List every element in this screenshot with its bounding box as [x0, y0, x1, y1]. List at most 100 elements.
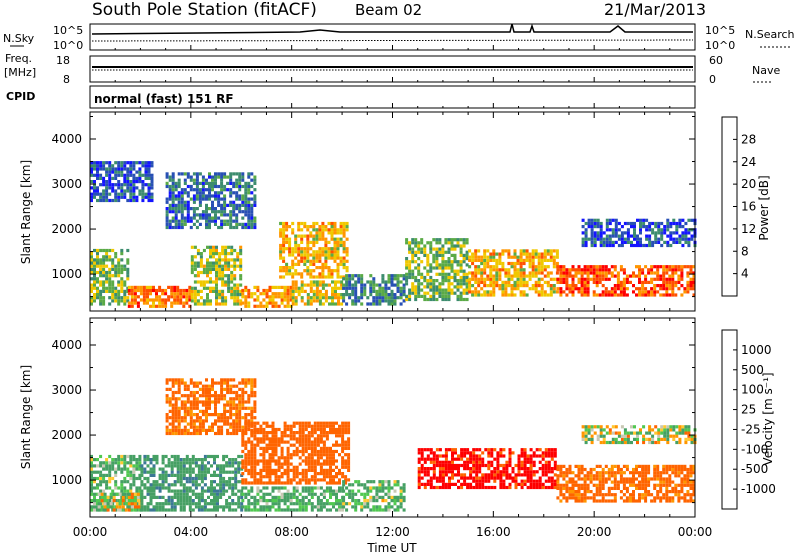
- power-echo-cell: [605, 234, 609, 238]
- power-echo-cell: [546, 249, 550, 253]
- velocity-echo-cell: [271, 456, 275, 460]
- velocity-echo-cell: [307, 468, 311, 472]
- velocity-echo-cell: [344, 465, 348, 469]
- velocity-echo-cell: [253, 472, 257, 476]
- velocity-echo-cell: [195, 406, 199, 410]
- velocity-echo-cell: [256, 440, 260, 444]
- velocity-echo-cell: [417, 482, 421, 486]
- power-echo-cell: [534, 265, 538, 269]
- power-echo-cell: [117, 302, 121, 306]
- power-echo-cell: [120, 283, 124, 287]
- power-echo-cell: [657, 231, 661, 235]
- power-echo-cell: [291, 283, 295, 287]
- velocity-echo-cell: [432, 460, 436, 464]
- power-echo-cell: [90, 296, 93, 300]
- power-echo-cell: [537, 265, 541, 269]
- power-echo-cell: [589, 277, 593, 281]
- power-echo-cell: [559, 274, 563, 278]
- power-echo-cell: [592, 268, 596, 272]
- velocity-echo-cell: [250, 428, 254, 432]
- power-echo-cell: [206, 302, 209, 306]
- velocity-echo-cell: [354, 502, 358, 506]
- power-echo-cell: [552, 277, 556, 281]
- power-echo-cell: [556, 287, 560, 291]
- velocity-echo-cell: [262, 421, 266, 425]
- power-echo-cell: [459, 294, 463, 298]
- power-echo-cell: [126, 189, 130, 193]
- velocity-echo-cell: [423, 473, 427, 477]
- power-echo-cell: [414, 241, 418, 245]
- power-echo-cell: [513, 261, 517, 266]
- velocity-echo-cell: [96, 464, 99, 468]
- power-echo-cell: [280, 301, 284, 305]
- power-echo-cell: [321, 250, 325, 254]
- power-echo-cell: [102, 195, 106, 199]
- power-echo-cell: [129, 173, 133, 177]
- velocity-echo-cell: [268, 453, 272, 457]
- velocity-echo-cell: [167, 502, 171, 506]
- velocity-echo-cell: [211, 381, 214, 385]
- power-echo-cell: [312, 256, 316, 260]
- power-echo-cell: [247, 197, 251, 201]
- power-echo-cell: [336, 247, 340, 251]
- power-echo-cell: [568, 274, 572, 278]
- velocity-echo-cell: [176, 458, 180, 462]
- velocity-echo-cell: [298, 481, 302, 485]
- power-echo-cell: [233, 258, 237, 262]
- power-echo-cell: [450, 263, 454, 267]
- power-echo-cell: [108, 274, 112, 278]
- power-echo-cell: [587, 221, 591, 226]
- power-echo-cell: [179, 301, 183, 305]
- velocity-echo-cell: [180, 416, 184, 420]
- power-echo-cell: [179, 292, 183, 296]
- velocity-echo-cell: [231, 458, 235, 462]
- velocity-echo-cell: [117, 454, 121, 459]
- velocity-echo-cell: [342, 483, 346, 487]
- power-echo-cell: [327, 250, 331, 254]
- power-echo-cell: [215, 267, 218, 271]
- power-echo-cell: [659, 277, 663, 281]
- velocity-echo-cell: [247, 468, 251, 472]
- power-echo-cell: [220, 225, 224, 230]
- velocity-echo-cell: [372, 508, 376, 512]
- velocity-echo-cell: [292, 508, 296, 512]
- velocity-echo-cell: [250, 416, 254, 420]
- velocity-echo-cell: [168, 409, 172, 413]
- power-echo-cell: [294, 262, 298, 266]
- power-echo-cell: [282, 256, 286, 260]
- velocity-echo-cell: [93, 508, 96, 512]
- velocity-echo-cell: [338, 508, 341, 512]
- power-echo-cell: [668, 293, 672, 297]
- power-echo-cell: [111, 170, 115, 174]
- power-echo-cell: [188, 304, 192, 308]
- power-echo-cell: [235, 222, 239, 226]
- power-echo-cell: [375, 299, 379, 303]
- power-echo-cell: [659, 293, 663, 297]
- power-echo-cell: [282, 228, 286, 232]
- velocity-echo-cell: [325, 459, 329, 463]
- power-echo-cell: [235, 219, 239, 223]
- velocity-echo-cell: [244, 440, 248, 444]
- power-echo-cell: [369, 289, 373, 293]
- power-echo-cell: [438, 247, 442, 251]
- velocity-echo-cell: [432, 470, 436, 474]
- power-echo-cell: [211, 188, 214, 192]
- power-echo-cell: [120, 170, 124, 174]
- power-echo-cell: [289, 285, 293, 289]
- nave-right-tick-top: 60: [709, 54, 723, 67]
- power-echo-cell: [642, 243, 646, 248]
- power-echo-cell: [644, 274, 648, 278]
- velocity-echo-cell: [341, 440, 345, 444]
- power-echo-cell: [584, 234, 588, 238]
- power-echo-cell: [199, 258, 203, 262]
- power-echo-cell: [662, 284, 666, 288]
- velocity-echo-cell: [135, 486, 139, 490]
- power-echo-cell: [96, 255, 99, 259]
- power-echo-cell: [660, 237, 664, 241]
- power-echo-cell: [456, 279, 460, 283]
- power-echo-cell: [619, 280, 623, 284]
- velocity-echo-cell: [161, 461, 165, 465]
- velocity-echo-cell: [192, 381, 196, 385]
- power-echo-cell: [190, 270, 194, 275]
- power-echo-cell: [144, 161, 148, 165]
